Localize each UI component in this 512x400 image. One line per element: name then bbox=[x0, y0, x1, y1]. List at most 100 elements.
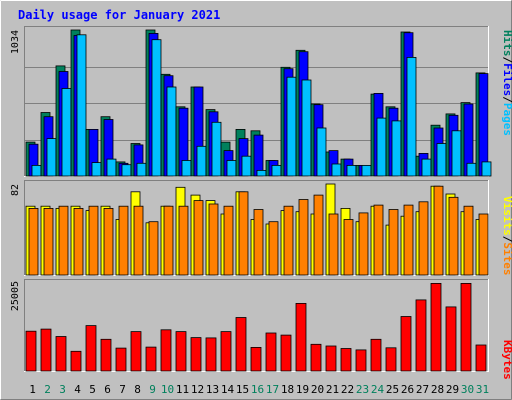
day-label-24: 24 bbox=[371, 383, 385, 396]
bar-kbytes-day-19 bbox=[295, 302, 307, 372]
bar-sites-day-21 bbox=[328, 213, 339, 276]
day-label-6: 6 bbox=[104, 383, 111, 396]
day-label-31: 31 bbox=[476, 383, 489, 396]
bar-kbytes-day-6 bbox=[100, 338, 112, 372]
chart-panels: 1034Hits/Files/Pages82Visits/Sites25005K… bbox=[10, 26, 512, 380]
bar-sites-day-16 bbox=[253, 209, 264, 276]
day-label-20: 20 bbox=[311, 383, 324, 396]
bar-pages-day-13 bbox=[211, 121, 222, 177]
bar-pages-day-8 bbox=[136, 162, 147, 177]
bar-kbytes-day-22 bbox=[340, 348, 352, 372]
day-label-11: 11 bbox=[176, 383, 189, 396]
day-label-23: 23 bbox=[356, 383, 369, 396]
bar-sites-day-28 bbox=[433, 185, 444, 276]
bar-pages-day-30 bbox=[466, 162, 477, 177]
bar-pages-day-27 bbox=[421, 158, 432, 177]
bar-kbytes-day-12 bbox=[190, 337, 202, 372]
day-label-1: 1 bbox=[29, 383, 36, 396]
bar-sites-day-20 bbox=[313, 194, 324, 276]
bar-kbytes-day-23 bbox=[355, 349, 367, 372]
day-label-13: 13 bbox=[206, 383, 219, 396]
day-label-26: 26 bbox=[401, 383, 414, 396]
day-label-14: 14 bbox=[221, 383, 235, 396]
day-label-3: 3 bbox=[59, 383, 66, 396]
bar-pages-day-12 bbox=[196, 145, 207, 177]
bar-pages-day-4 bbox=[76, 34, 87, 177]
day-label-27: 27 bbox=[416, 383, 429, 396]
bar-kbytes-day-24 bbox=[370, 338, 382, 372]
bar-sites-day-5 bbox=[88, 205, 99, 276]
legend-hits-files-pages: Hits/Files/Pages bbox=[501, 30, 512, 136]
bar-kbytes-day-31 bbox=[475, 344, 487, 372]
day-label-29: 29 bbox=[446, 383, 459, 396]
bar-files-day-31 bbox=[478, 73, 489, 177]
bar-files-day-16 bbox=[253, 134, 264, 177]
day-label-4: 4 bbox=[74, 383, 81, 396]
bar-pages-day-14 bbox=[226, 160, 237, 177]
bar-pages-day-31 bbox=[481, 161, 492, 177]
bar-pages-day-5 bbox=[91, 162, 102, 177]
legend-visits-sites: Visits/Sites bbox=[501, 196, 512, 276]
bar-kbytes-day-2 bbox=[40, 328, 52, 372]
bar-kbytes-day-3 bbox=[55, 336, 67, 372]
bar-pages-day-18 bbox=[286, 76, 297, 177]
y-max-label: 25005 bbox=[10, 281, 21, 311]
bar-sites-day-11 bbox=[178, 205, 189, 276]
bar-pages-day-29 bbox=[451, 130, 462, 177]
bar-kbytes-day-29 bbox=[445, 306, 457, 372]
bar-pages-day-9 bbox=[151, 39, 162, 177]
day-label-2: 2 bbox=[44, 383, 51, 396]
bar-pages-day-24 bbox=[376, 117, 387, 177]
bar-kbytes-day-8 bbox=[130, 331, 142, 372]
bar-pages-day-2 bbox=[46, 138, 57, 177]
bar-pages-day-19 bbox=[301, 79, 312, 177]
bar-pages-day-17 bbox=[271, 164, 282, 177]
bar-sites-day-27 bbox=[418, 201, 429, 276]
y-max-label: 1034 bbox=[10, 30, 21, 54]
bar-sites-day-3 bbox=[58, 205, 69, 276]
day-label-9: 9 bbox=[149, 383, 156, 396]
bar-sites-day-9 bbox=[148, 221, 159, 276]
bar-pages-day-21 bbox=[331, 163, 342, 177]
bar-pages-day-25 bbox=[391, 120, 402, 177]
panel-kbytes: 25005 KBytes bbox=[10, 279, 512, 380]
bar-kbytes-day-17 bbox=[265, 332, 277, 372]
legend-entry: KBytes bbox=[501, 340, 512, 380]
bar-sites-day-23 bbox=[358, 212, 369, 276]
bar-kbytes-day-27 bbox=[415, 299, 427, 372]
bar-sites-day-1 bbox=[28, 207, 39, 276]
bar-pages-day-26 bbox=[406, 57, 417, 177]
bar-sites-day-12 bbox=[193, 200, 204, 276]
bar-sites-day-6 bbox=[103, 207, 114, 276]
bar-pages-day-1 bbox=[31, 164, 42, 177]
bar-kbytes-day-28 bbox=[430, 282, 442, 372]
bar-sites-day-10 bbox=[163, 205, 174, 276]
bar-sites-day-17 bbox=[268, 221, 279, 276]
bar-kbytes-day-4 bbox=[70, 350, 82, 372]
legend-kbytes: KBytes bbox=[501, 340, 512, 380]
bar-kbytes-day-30 bbox=[460, 282, 472, 372]
bar-pages-day-23 bbox=[361, 164, 372, 177]
day-label-30: 30 bbox=[461, 383, 474, 396]
day-axis: 1 2 3 4 5 6 7 8 9 10 11 12 13 14 15 16 17 18 19 20 21 22 23 24 2… bbox=[29, 383, 489, 396]
day-label-15: 15 bbox=[236, 383, 249, 396]
chart-title: Daily usage for January 2021 bbox=[18, 8, 220, 22]
day-label-18: 18 bbox=[281, 383, 294, 396]
bar-kbytes-day-1 bbox=[25, 330, 37, 372]
day-label-5: 5 bbox=[89, 383, 96, 396]
legend-entry: Pages bbox=[501, 103, 512, 136]
day-label-21: 21 bbox=[326, 383, 339, 396]
bar-pages-day-16 bbox=[256, 169, 267, 177]
bar-kbytes-day-14 bbox=[220, 331, 232, 372]
bar-kbytes-day-25 bbox=[385, 347, 397, 372]
legend-entry: Hits bbox=[501, 30, 512, 57]
legend-entry: / bbox=[501, 57, 512, 64]
bar-sites-day-14 bbox=[223, 205, 234, 276]
bar-kbytes-day-11 bbox=[175, 331, 187, 372]
legend-entry: Visits bbox=[501, 196, 512, 236]
day-label-22: 22 bbox=[341, 383, 354, 396]
bar-sites-day-29 bbox=[448, 196, 459, 276]
bar-pages-day-20 bbox=[316, 127, 327, 177]
bar-kbytes-day-21 bbox=[325, 345, 337, 372]
